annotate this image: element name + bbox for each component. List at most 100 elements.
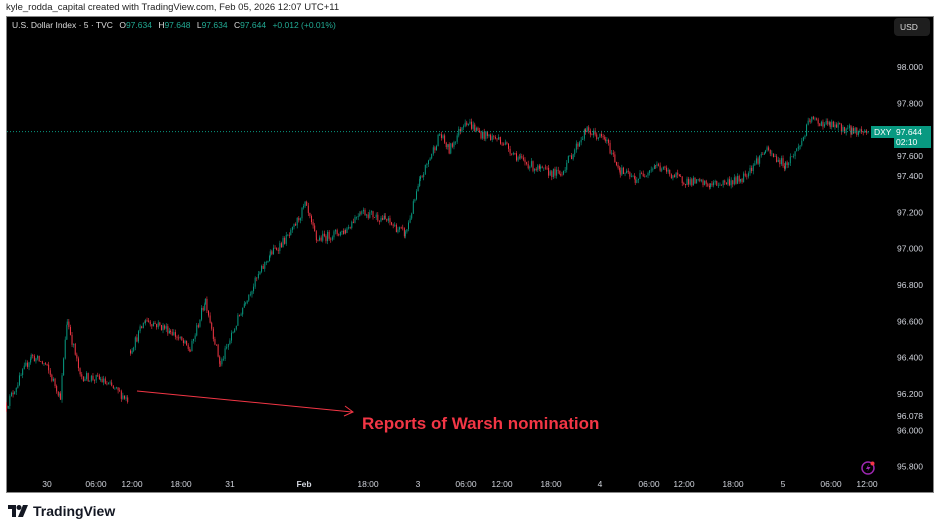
candle: [56, 384, 58, 394]
candle-body: [328, 231, 330, 239]
candle-body: [696, 179, 698, 184]
candle: [144, 318, 146, 326]
candle: [357, 213, 359, 221]
candle-body: [354, 216, 356, 223]
candle: [30, 356, 32, 365]
candle-body: [90, 375, 92, 381]
candle: [394, 222, 396, 227]
candle: [506, 141, 508, 145]
time-tick-label: 12:00: [856, 479, 878, 489]
candle: [764, 149, 766, 154]
candle-body: [235, 325, 237, 330]
candle-body: [774, 156, 776, 158]
candle: [762, 151, 764, 155]
candle-body: [601, 134, 603, 137]
candle-body: [554, 168, 556, 176]
candle: [677, 169, 679, 179]
candle: [395, 223, 397, 233]
candle: [51, 373, 53, 383]
candle: [501, 142, 503, 147]
candle-body: [361, 211, 363, 214]
candle: [276, 247, 278, 251]
candle: [771, 150, 773, 157]
candle-body: [445, 142, 447, 148]
candle: [705, 179, 707, 187]
candle-body: [184, 340, 186, 344]
candle-body: [747, 173, 749, 177]
candle-body: [343, 230, 345, 234]
candle: [341, 230, 343, 235]
candle: [104, 376, 106, 385]
candle-body: [56, 386, 58, 392]
candle-body: [511, 153, 513, 155]
candle: [788, 161, 790, 168]
candle: [319, 235, 321, 242]
candle-body: [149, 321, 151, 325]
candle: [619, 167, 621, 178]
candle: [812, 115, 814, 120]
annotation-text[interactable]: Reports of Warsh nomination: [362, 414, 600, 433]
candle: [538, 163, 540, 172]
candle: [760, 152, 762, 158]
candle: [619, 165, 621, 173]
candle-body: [211, 322, 213, 329]
candle: [269, 249, 271, 258]
candle-body: [395, 224, 397, 233]
candle: [825, 118, 827, 126]
candle-body: [569, 155, 571, 157]
candle: [842, 125, 844, 133]
candle: [804, 134, 806, 140]
candle-body: [827, 120, 829, 125]
price-tick-label: 96.600: [897, 316, 923, 326]
candle-body: [248, 294, 250, 301]
candle: [354, 215, 356, 224]
candle-body: [352, 221, 354, 223]
candle: [336, 228, 338, 237]
candle: [634, 173, 636, 180]
candle: [111, 379, 113, 387]
candle: [212, 326, 214, 342]
price-tick-label: 95.800: [897, 462, 923, 472]
candle: [191, 339, 193, 352]
candle: [238, 314, 240, 317]
chart-panel[interactable]: [6, 16, 934, 493]
candle-body: [256, 277, 258, 279]
candle: [511, 153, 513, 156]
candle-body: [364, 209, 366, 216]
candle: [37, 354, 39, 361]
candle: [325, 234, 327, 244]
candle-body: [459, 128, 461, 132]
candle-body: [66, 324, 68, 340]
candle: [722, 179, 724, 188]
candle: [170, 329, 172, 335]
candle: [148, 317, 150, 323]
candle: [572, 153, 574, 161]
currency-button[interactable]: USD: [894, 18, 930, 36]
candle-body: [802, 137, 804, 141]
candle: [827, 118, 829, 127]
candle-body: [527, 163, 529, 169]
candle: [563, 170, 565, 176]
candle: [382, 215, 384, 221]
candle-body: [796, 148, 798, 152]
candle-body: [692, 177, 694, 186]
candle-body: [151, 324, 153, 327]
candle-body: [814, 118, 816, 120]
candle: [865, 129, 867, 135]
candle: [261, 264, 263, 274]
candle: [503, 142, 505, 146]
candle-body: [408, 222, 410, 230]
candle-body: [482, 131, 484, 139]
candle: [372, 210, 374, 220]
candle: [549, 169, 551, 176]
candle: [820, 120, 822, 127]
candle: [333, 229, 335, 240]
candle: [780, 155, 782, 166]
candle: [377, 212, 379, 223]
candle-body: [694, 177, 696, 184]
symbol-label[interactable]: U.S. Dollar Index · 5 · TVC: [12, 20, 113, 30]
lightning-alert-icon[interactable]: [860, 460, 876, 476]
tradingview-logo[interactable]: TradingView: [8, 503, 115, 519]
candle-body: [794, 151, 796, 157]
